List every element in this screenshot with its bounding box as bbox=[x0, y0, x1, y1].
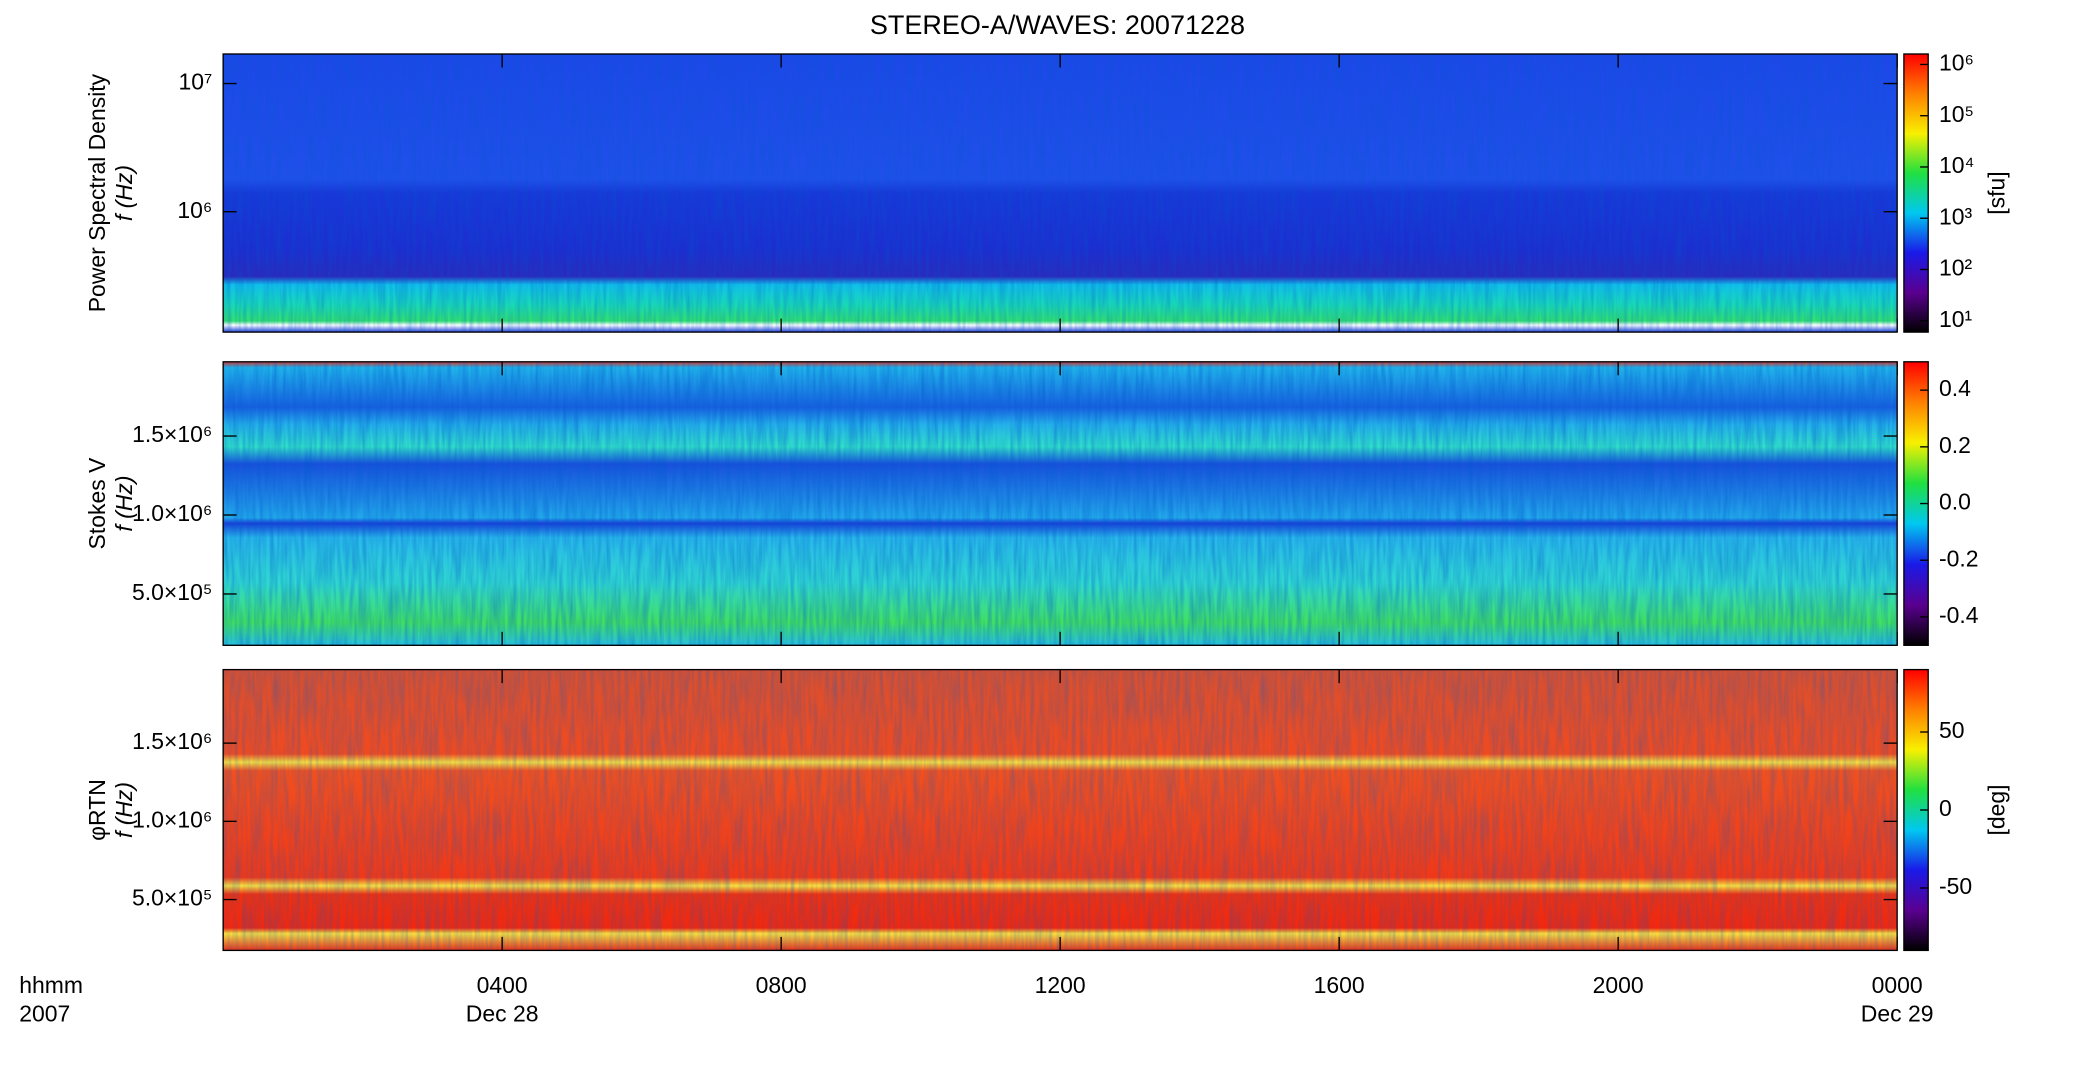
date-label: Dec 28 bbox=[466, 1000, 539, 1026]
colorbar-label: [sfu] bbox=[1983, 171, 2009, 214]
y-tick-label: 1.5×10⁶ bbox=[132, 421, 212, 447]
colorbar-tick-label: -50 bbox=[1939, 873, 1972, 899]
colorbar-tick-label: 10⁵ bbox=[1939, 101, 1974, 127]
colorbar-tick-label: 0 bbox=[1939, 795, 1952, 821]
x-tick-label: 1200 bbox=[1035, 972, 1086, 998]
colorbar-tick-label: 10⁶ bbox=[1939, 50, 1974, 76]
x-tick-label: 2000 bbox=[1593, 972, 1644, 998]
colorbar-tick-label: 10² bbox=[1939, 255, 1973, 281]
y-axis-label: f (Hz) bbox=[111, 165, 137, 221]
spectrogram-texture bbox=[223, 361, 1898, 646]
colorbar-tick-label: 0.4 bbox=[1939, 375, 1971, 401]
spectrogram-texture bbox=[223, 54, 1898, 333]
colorbar-tick-label: 10³ bbox=[1939, 203, 1973, 229]
colorbar-tick-label: -0.4 bbox=[1939, 602, 1979, 628]
y-axis-label: f (Hz) bbox=[111, 782, 137, 838]
colorbar-tick-label: 0.0 bbox=[1939, 489, 1971, 515]
colorbar-tick-label: -0.2 bbox=[1939, 545, 1979, 571]
colorbar-tick-label: 10¹ bbox=[1939, 306, 1973, 332]
y-axis-label: f (Hz) bbox=[111, 476, 137, 532]
colorbar-tick-label: 10⁴ bbox=[1939, 152, 1974, 178]
colorbar-tick-label: 50 bbox=[1939, 717, 1965, 743]
y-tick-label: 10⁶ bbox=[177, 197, 212, 223]
y-tick-label: 1.0×10⁶ bbox=[132, 806, 212, 832]
y-tick-label: 5.0×10⁵ bbox=[132, 885, 212, 911]
x-tick-label: 0000 bbox=[1872, 972, 1923, 998]
colorbar bbox=[1903, 53, 1929, 333]
y-tick-label: 1.0×10⁶ bbox=[132, 500, 212, 526]
spectrogram-backgrounds bbox=[223, 54, 1898, 951]
spectrogram-texture bbox=[223, 669, 1898, 951]
date-label: Dec 29 bbox=[1861, 1000, 1934, 1026]
y-axis-label: φRTN bbox=[84, 779, 110, 841]
x-axis-label: hhmm bbox=[19, 972, 83, 998]
y-tick-label: 10⁷ bbox=[179, 69, 213, 95]
x-axis-label: 2007 bbox=[19, 1000, 70, 1026]
y-axis-label: Stokes V bbox=[84, 457, 110, 549]
x-tick-label: 1600 bbox=[1314, 972, 1365, 998]
colorbar-label: [deg] bbox=[1983, 784, 2009, 835]
colorbar-tick-label: 0.2 bbox=[1939, 432, 1971, 458]
x-tick-label: 0800 bbox=[756, 972, 807, 998]
y-axis-label: Power Spectral Density bbox=[84, 73, 110, 312]
x-tick-label: 0400 bbox=[477, 972, 528, 998]
chart-title: STEREO-A/WAVES: 20071228 bbox=[870, 10, 1245, 40]
y-tick-label: 1.5×10⁶ bbox=[132, 728, 212, 754]
y-tick-label: 5.0×10⁵ bbox=[132, 579, 212, 605]
